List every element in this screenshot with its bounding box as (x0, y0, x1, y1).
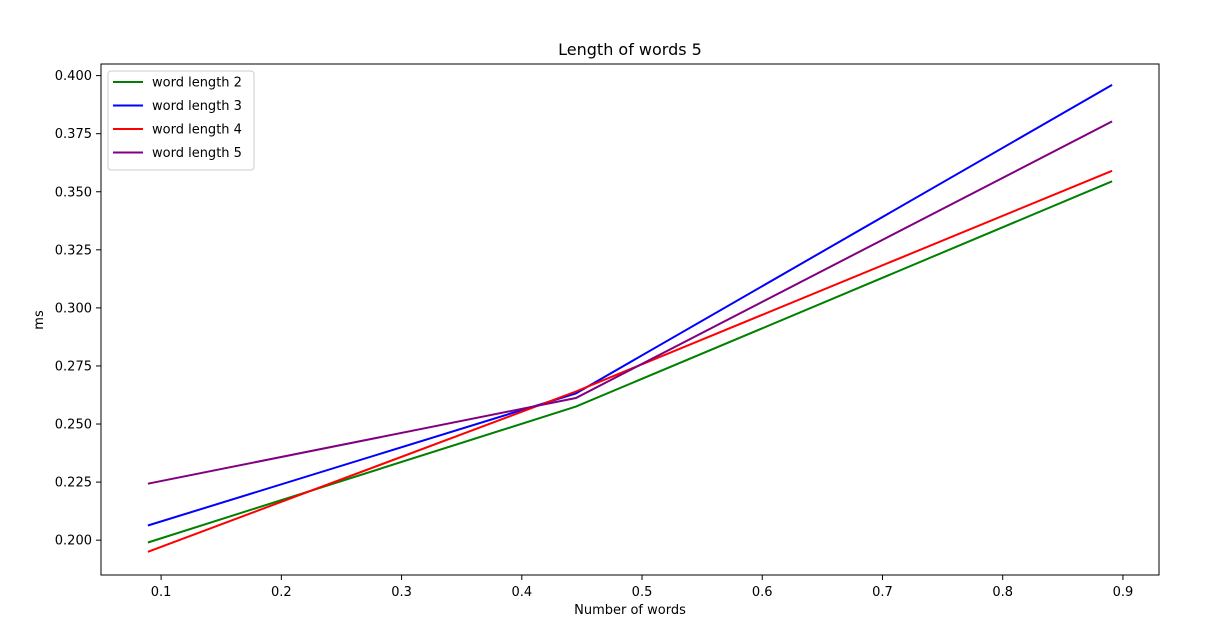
chart-title: Length of words 5 (558, 40, 702, 59)
series-line-3 (147, 169, 1113, 553)
x-axis: 0.1 0.2 0.3 0.4 0.5 0.6 0.7 0.8 0.9 (151, 575, 1134, 600)
y-tick-label: 0.300 (55, 301, 92, 316)
legend-label: word length 2 (152, 76, 242, 91)
y-tick-label: 0.200 (55, 534, 92, 549)
x-tick-label: 0.6 (752, 585, 773, 600)
legend-label: word length 5 (152, 146, 242, 161)
legend-label: word length 3 (152, 99, 242, 114)
series-layer (147, 84, 1113, 553)
x-axis-label: Number of words (574, 603, 686, 618)
x-tick-label: 0.1 (151, 585, 172, 600)
x-tick-label: 0.7 (872, 585, 893, 600)
x-tick-label: 0.4 (511, 585, 532, 600)
x-tick-label: 0.9 (1113, 585, 1134, 600)
y-tick-label: 0.250 (55, 418, 92, 433)
legend-label: word length 4 (152, 123, 242, 138)
y-tick-label: 0.325 (55, 243, 92, 258)
legend: word length 2 word length 3 word length 4 w… (107, 70, 255, 171)
x-tick-label: 0.5 (632, 585, 653, 600)
plot-area (100, 63, 1160, 576)
y-tick-label: 0.400 (55, 69, 92, 84)
x-tick-label: 0.3 (391, 585, 412, 600)
x-tick-label: 0.8 (992, 585, 1013, 600)
y-tick-label: 0.375 (55, 127, 92, 142)
x-tick-label: 0.2 (271, 585, 292, 600)
y-axis-label: ms (32, 310, 47, 330)
y-axis: 0.200 0.225 0.250 0.275 0.300 0.325 0.350 0.375… (55, 69, 101, 549)
plot-frame (100, 63, 1160, 576)
y-tick-label: 0.275 (55, 359, 92, 374)
series-line-2 (147, 84, 1113, 527)
legend-box (107, 70, 255, 171)
y-tick-label: 0.225 (55, 476, 92, 491)
y-tick-label: 0.350 (55, 185, 92, 200)
series-line-4 (147, 120, 1113, 485)
series-line-1 (147, 180, 1113, 544)
